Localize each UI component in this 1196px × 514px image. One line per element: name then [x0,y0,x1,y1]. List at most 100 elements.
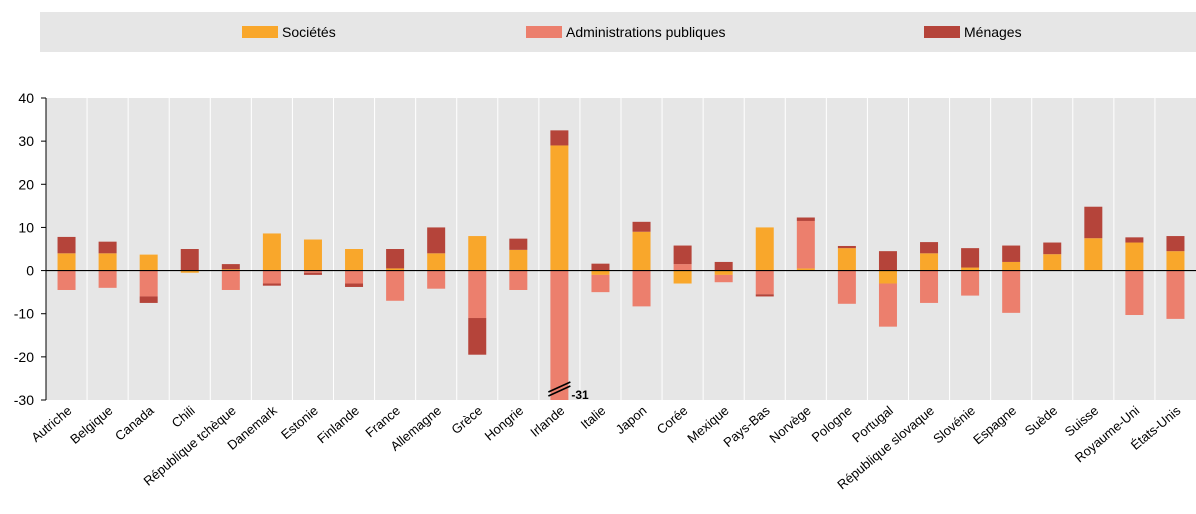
bar-segment [550,130,569,146]
bar-segment [427,253,446,271]
x-tick-label: Slovénie [930,403,978,447]
y-tick-label: -10 [14,306,34,322]
bar-segment [509,249,528,271]
bar-segment [57,253,76,271]
bar-segment [1166,270,1185,319]
bar-segment [591,263,610,271]
y-tick-label: 0 [26,263,34,279]
bar-segment [673,245,692,265]
bar-segment [1043,242,1062,255]
x-tick-label: Norvège [766,403,813,446]
x-tick-label: Autriche [28,403,74,445]
bar-segment [303,270,322,273]
y-tick-label: 30 [18,133,34,149]
bar-segment [878,270,897,284]
bar-segment [57,270,76,290]
bar-segment [837,270,856,304]
x-tick-label: Japon [613,403,650,437]
legend-label: Sociétés [282,24,336,40]
y-tick-label: -30 [14,392,34,408]
bar-segment [221,270,240,290]
bar-segment [755,227,774,271]
bar-segment [1166,251,1185,271]
bar-segment [591,274,610,293]
x-tick-label: Belgique [67,403,115,447]
bar-segment [1166,236,1185,252]
bar-segment [1002,245,1021,262]
bar-segment [1084,238,1103,271]
bar-segment [139,296,158,303]
bar-segment [180,270,199,273]
bar-segment [262,270,281,284]
bar-segment [509,238,528,250]
legend-item-administrations: Administrations publiques [526,24,726,40]
bar-segment [755,294,774,297]
legend-box: Sociétés Administrations publiques Ménag… [40,12,1196,52]
bar-segment [920,253,939,271]
bar-segment [1084,206,1103,239]
bar-segment [714,270,733,275]
legend-item-societes: Sociétés [242,24,336,40]
bar-segment [468,236,487,271]
bar-segment [386,270,405,301]
bar-segment [961,270,980,296]
bar-segment [1125,242,1144,271]
bar-segment [98,270,117,288]
bar-segment [303,239,322,271]
bar-segment [221,269,240,271]
bar-segment [591,270,610,275]
axis-break-mark [548,385,571,397]
legend-swatch-societes [242,26,278,38]
bar-segment [139,270,158,297]
bar-segment [1125,237,1144,243]
x-tick-label: Hongrie [482,403,527,444]
bar-segment [1125,270,1144,316]
bar-segment [180,249,199,271]
x-tick-label: Italie [578,403,609,432]
x-tick-label: Suède [1022,403,1060,439]
bar-segment [632,231,651,271]
legend-label: Administrations publiques [566,24,726,40]
x-tick-label: Pays-Bas [720,402,773,450]
bar-segment [386,249,405,269]
bar-segment [550,270,569,400]
bar-segment [1002,261,1021,271]
bar-segment [1043,254,1062,271]
bar-segment [427,227,446,254]
bar-segment [796,217,815,221]
bar-segment [714,261,733,271]
bar-segment [345,270,364,284]
bar-segment [920,242,939,254]
x-tick-label: Grèce [448,403,485,437]
bar-segment [632,221,651,232]
bar-segment [139,254,158,271]
axis-break-mark [548,381,571,393]
bar-segment [221,264,240,270]
bar-segment [837,248,856,271]
bar-segment [262,233,281,271]
bar-segment [878,251,897,271]
x-tick-label: Corée [654,403,691,437]
bar-segment [920,270,939,303]
bar-segment [468,318,487,355]
bar-segment [303,272,322,275]
bar-segment [262,283,281,286]
bar-segment [714,274,733,283]
bar-segment [837,245,856,249]
legend-swatch-menages [924,26,960,38]
bar-segment [961,267,980,271]
bar-segment [961,248,980,268]
legend-item-menages: Ménages [924,24,1022,40]
bar-segment [345,283,364,287]
bar-segment [755,270,774,295]
y-tick-label: 40 [18,90,34,106]
bar-segment [796,220,815,269]
y-tick-label: 20 [18,176,34,192]
x-tick-label: Pologne [809,403,855,445]
y-tick-label: -20 [14,349,34,365]
x-tick-label: Canada [112,402,157,443]
bar-segment [878,283,897,327]
legend-swatch-administrations [526,26,562,38]
bar-segment [673,264,692,271]
